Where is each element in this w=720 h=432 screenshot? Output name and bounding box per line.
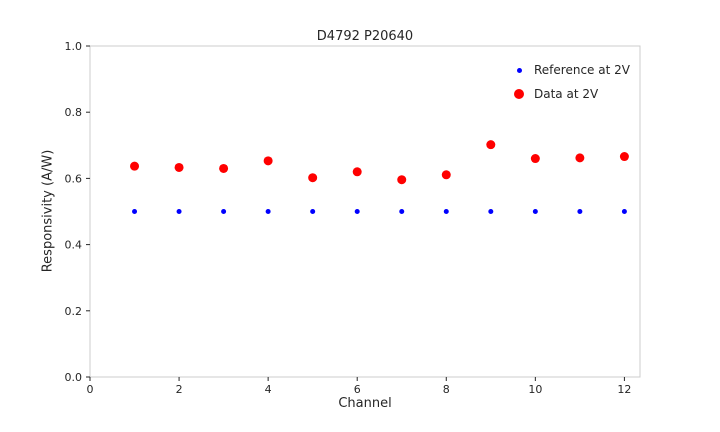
legend: Reference at 2V Data at 2V (506, 60, 630, 104)
scatter-point-data (352, 167, 362, 177)
chart-title: D4792 P20640 (316, 29, 414, 44)
scatter-point-data (397, 175, 407, 185)
scatter-point-reference (532, 209, 538, 214)
scatter-point-data (174, 162, 184, 172)
scatter-point-data (530, 154, 540, 164)
reference-marker-icon (516, 67, 522, 73)
scatter-point-data (130, 161, 140, 171)
x-tick-label: 2 (176, 383, 183, 396)
scatter-point-data (575, 153, 585, 163)
scatter-point-reference (310, 209, 316, 214)
x-tick-label: 8 (443, 383, 450, 396)
scatter-point-reference (577, 209, 583, 214)
x-tick-label: 6 (354, 383, 361, 396)
legend-marker-box (506, 89, 532, 99)
scatter-point-reference (176, 209, 182, 214)
y-tick-label: 0.4 (65, 239, 83, 252)
scatter-point-reference (221, 209, 227, 214)
legend-marker-box (506, 67, 532, 73)
y-tick-label: 0.2 (65, 305, 83, 318)
scatter-point-reference (443, 209, 449, 214)
scatter-point-data (619, 152, 629, 162)
scatter-point-reference (265, 209, 271, 214)
legend-label-reference: Reference at 2V (534, 63, 630, 77)
x-tick-label: 0 (87, 383, 94, 396)
scatter-point-data (308, 173, 318, 183)
legend-item-reference: Reference at 2V (506, 60, 630, 80)
legend-item-data: Data at 2V (506, 84, 630, 104)
scatter-point-reference (621, 209, 627, 214)
plot-border (89, 45, 641, 378)
scatter-point-reference (132, 209, 138, 214)
scatter-point-data (441, 170, 451, 180)
x-tick-label: 10 (528, 383, 542, 396)
y-tick-label: 0.8 (65, 106, 83, 119)
x-axis-label: Channel (338, 396, 392, 411)
scatter-point-reference (354, 209, 360, 214)
scatter-point-data (263, 156, 273, 166)
scatter-point-data (486, 140, 496, 150)
scatter-point-data (219, 163, 229, 173)
y-tick-label: 1.0 (65, 40, 83, 53)
legend-label-data: Data at 2V (534, 87, 599, 101)
y-tick-label: 0.6 (65, 172, 83, 185)
data-marker-icon (514, 89, 524, 99)
x-tick-label: 12 (617, 383, 631, 396)
y-tick-label: 0.0 (65, 371, 83, 384)
scatter-point-reference (488, 209, 494, 214)
y-axis-label: Responsivity (A/W) (40, 149, 56, 273)
x-tick-label: 4 (265, 383, 272, 396)
scatter-point-reference (399, 209, 405, 214)
